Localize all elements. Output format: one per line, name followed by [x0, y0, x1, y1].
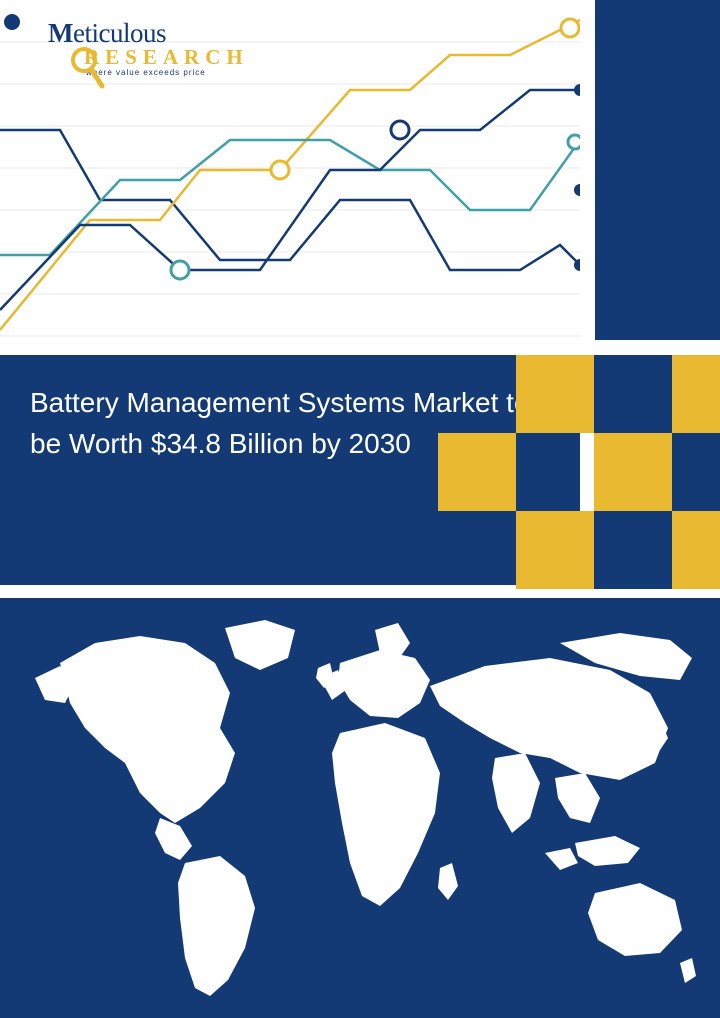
accent-square-dark	[594, 511, 672, 589]
accent-square-dark	[672, 433, 720, 511]
world-map-icon	[20, 608, 700, 1008]
accent-square	[672, 511, 720, 589]
logo-word: eticulous	[73, 18, 166, 48]
accent-square-dark	[594, 355, 672, 433]
accent-square	[672, 355, 720, 433]
report-cover-page: Meticulous RESEARCH where value exceeds …	[0, 0, 720, 1018]
world-map-section	[0, 598, 720, 1018]
accent-square	[516, 355, 594, 433]
accent-square	[438, 433, 516, 511]
accent-square	[516, 511, 594, 589]
brand-logo: Meticulous RESEARCH where value exceeds …	[48, 18, 238, 98]
top-right-accent	[595, 0, 720, 340]
magnifier-icon	[70, 46, 106, 90]
accent-square	[594, 433, 672, 511]
logo-initial: M	[48, 18, 73, 48]
logo-sub-text: RESEARCH	[84, 45, 238, 70]
